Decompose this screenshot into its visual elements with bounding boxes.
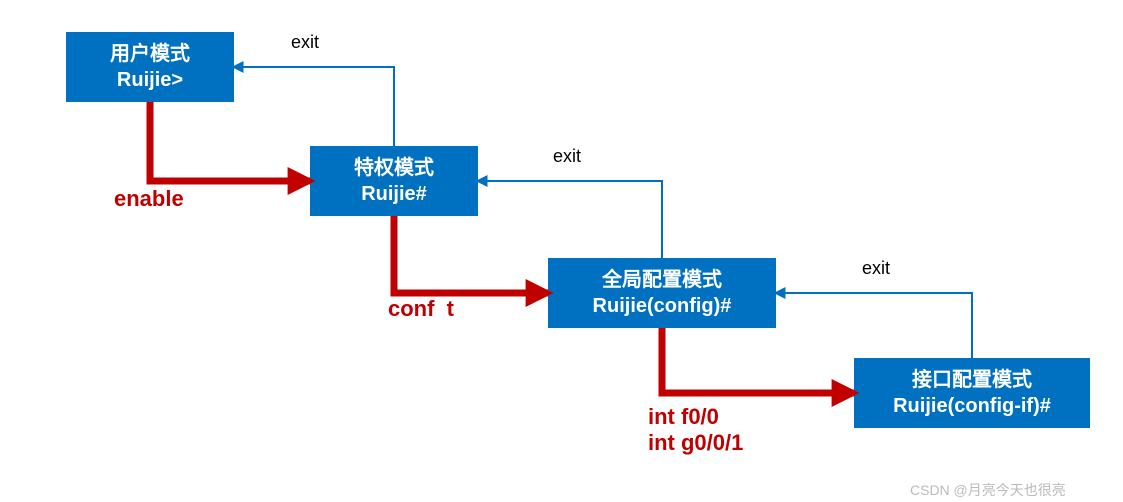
node-prompt: Ruijie(config)# xyxy=(593,293,732,319)
forward-arrow xyxy=(150,102,310,181)
node-privileged-mode: 特权模式 Ruijie# xyxy=(310,146,478,216)
node-global-config-mode: 全局配置模式 Ruijie(config)# xyxy=(548,258,776,328)
cmd-label-conf-t: conf t xyxy=(388,296,454,322)
cmd-label-enable: enable xyxy=(114,186,184,212)
cmd-label-int: int f0/0 int g0/0/1 xyxy=(648,404,743,456)
forward-arrow xyxy=(394,216,548,293)
node-prompt: Ruijie(config-if)# xyxy=(893,393,1051,419)
exit-label-3: exit xyxy=(862,258,890,279)
watermark: CSDN @月亮今天也很亮 xyxy=(910,480,1066,500)
node-user-mode: 用户模式 Ruijie> xyxy=(66,32,234,102)
node-title: 接口配置模式 xyxy=(912,367,1032,393)
exit-label-2: exit xyxy=(553,146,581,167)
exit-arrow xyxy=(776,293,972,358)
forward-arrows xyxy=(150,102,854,393)
node-prompt: Ruijie> xyxy=(117,67,183,93)
node-prompt: Ruijie# xyxy=(361,181,427,207)
node-title: 用户模式 xyxy=(110,41,190,67)
exit-arrow xyxy=(234,67,394,146)
forward-arrow xyxy=(662,328,854,393)
node-title: 特权模式 xyxy=(354,155,434,181)
exit-arrow xyxy=(478,181,662,258)
node-title: 全局配置模式 xyxy=(602,267,722,293)
exit-label-1: exit xyxy=(291,32,319,53)
node-interface-config-mode: 接口配置模式 Ruijie(config-if)# xyxy=(854,358,1090,428)
